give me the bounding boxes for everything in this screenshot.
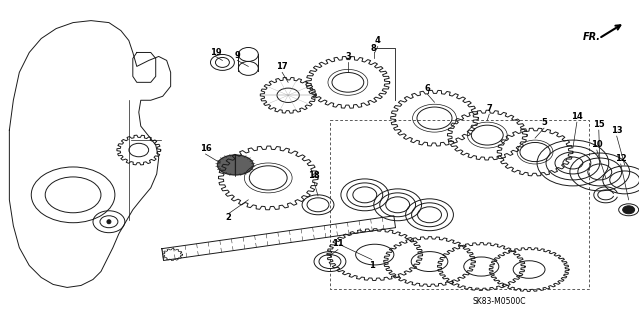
Ellipse shape: [623, 206, 635, 214]
Text: 13: 13: [611, 126, 623, 135]
Text: 15: 15: [593, 120, 605, 129]
Text: 3: 3: [345, 52, 351, 61]
Text: SK83-M0500C: SK83-M0500C: [472, 297, 526, 306]
Text: FR.: FR.: [583, 32, 601, 41]
Text: 10: 10: [591, 140, 603, 149]
Polygon shape: [218, 155, 236, 175]
Text: 4: 4: [375, 36, 381, 45]
Text: 9: 9: [234, 51, 240, 60]
Text: 2: 2: [225, 213, 231, 222]
Text: 19: 19: [210, 48, 221, 57]
Text: 18: 18: [308, 171, 320, 181]
Text: 1: 1: [369, 261, 374, 270]
Text: 7: 7: [486, 104, 492, 113]
Text: 12: 12: [615, 153, 627, 162]
Text: 8: 8: [371, 44, 376, 53]
Text: 14: 14: [571, 112, 583, 121]
Text: 6: 6: [424, 84, 431, 93]
Text: 5: 5: [541, 118, 547, 127]
Polygon shape: [236, 155, 253, 175]
Ellipse shape: [107, 220, 111, 224]
Text: 16: 16: [200, 144, 211, 152]
Text: 17: 17: [276, 62, 288, 71]
Text: 11: 11: [332, 239, 344, 248]
